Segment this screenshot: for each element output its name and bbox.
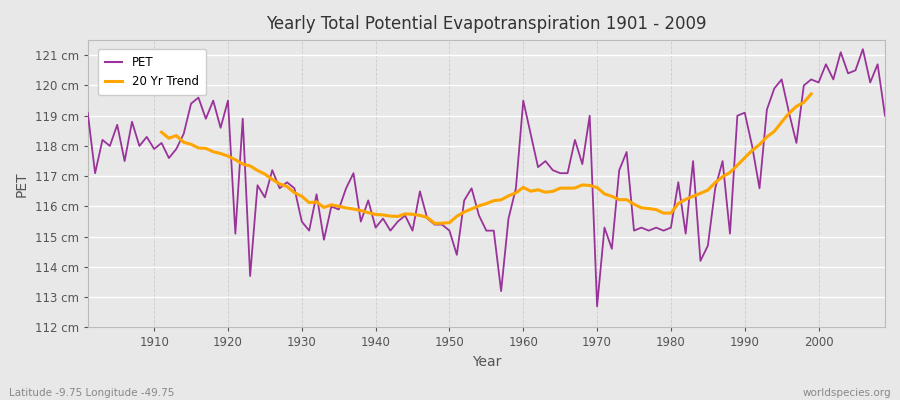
Title: Yearly Total Potential Evapotranspiration 1901 - 2009: Yearly Total Potential Evapotranspiratio… (266, 15, 706, 33)
20 Yr Trend (289, 190, 300, 195)
PET (614, 168, 625, 172)
Y-axis label: PET: PET (15, 171, 29, 196)
Line: 20 Yr Trend: 20 Yr Trend (161, 94, 811, 223)
Legend: PET, 20 Yr Trend: PET, 20 Yr Trend (97, 49, 206, 95)
20 Yr Trend (429, 221, 440, 226)
Line: PET: PET (87, 49, 885, 306)
Text: worldspecies.org: worldspecies.org (803, 388, 891, 398)
20 Yr Trend (496, 197, 507, 202)
PET (82, 110, 93, 115)
PET (858, 47, 868, 52)
20 Yr Trend (238, 162, 248, 166)
X-axis label: Year: Year (472, 355, 501, 369)
PET (879, 113, 890, 118)
PET (591, 304, 602, 309)
20 Yr Trend (156, 130, 166, 135)
PET (510, 186, 521, 191)
20 Yr Trend (222, 154, 233, 158)
20 Yr Trend (739, 155, 750, 160)
PET (304, 228, 315, 233)
PET (141, 134, 152, 139)
PET (348, 171, 359, 176)
Text: Latitude -9.75 Longitude -49.75: Latitude -9.75 Longitude -49.75 (9, 388, 175, 398)
20 Yr Trend (806, 92, 816, 96)
PET (518, 98, 528, 103)
20 Yr Trend (407, 212, 418, 217)
